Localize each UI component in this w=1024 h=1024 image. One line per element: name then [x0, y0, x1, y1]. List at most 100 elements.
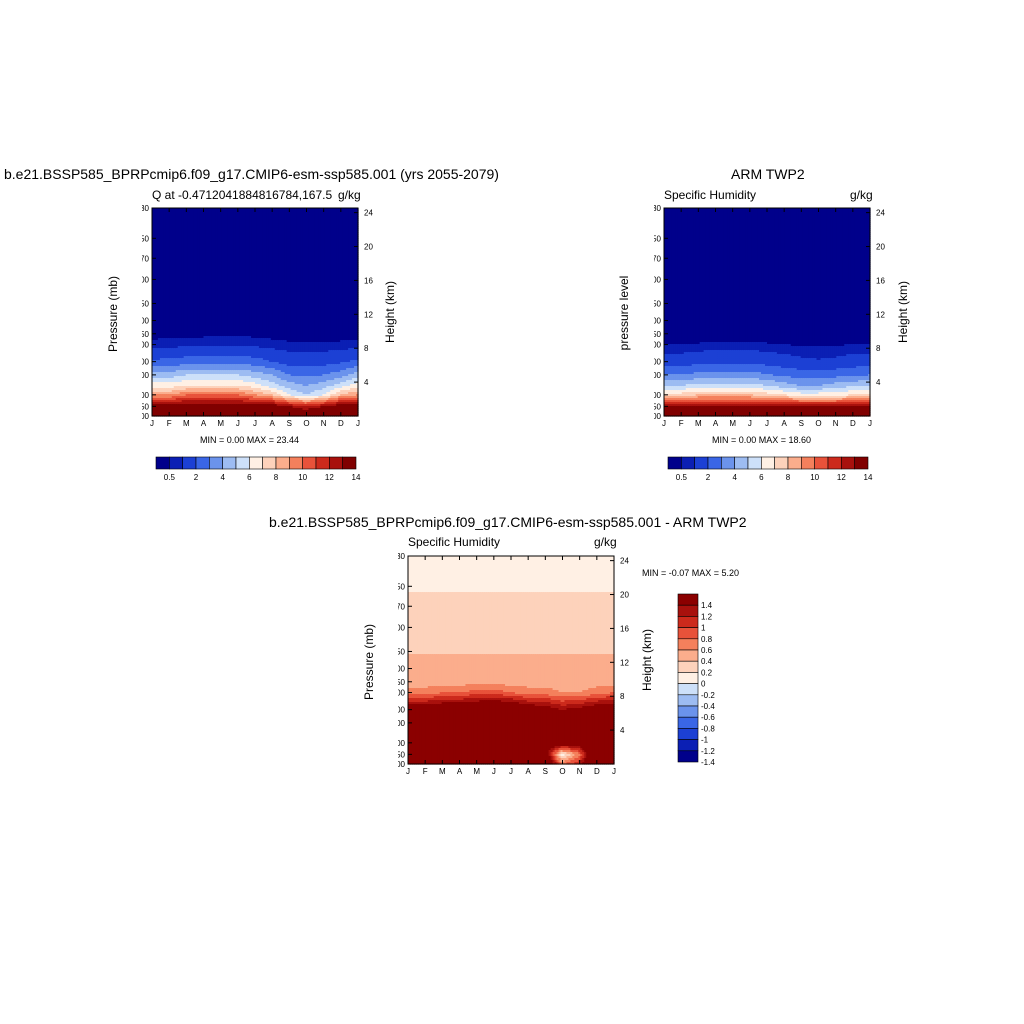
panel1-cell	[159, 308, 163, 311]
panel1-cell	[167, 352, 171, 355]
panel1-cell	[153, 316, 157, 319]
panel1-cell	[155, 308, 159, 311]
panel1-cell	[165, 372, 169, 375]
panel1-cell	[161, 288, 165, 291]
panel1-cell	[152, 354, 155, 357]
panel1-cell	[159, 268, 163, 271]
panel1-cell	[167, 216, 171, 219]
panel1-cell	[155, 234, 159, 237]
panel1-cell	[167, 364, 171, 367]
panel1-cell	[155, 212, 159, 215]
panel1-cell	[165, 330, 169, 333]
panel1-cell	[173, 312, 177, 315]
panel1-cell	[169, 312, 173, 315]
panel1-cell	[163, 234, 167, 237]
panel1-cell	[159, 368, 163, 371]
panel1-cell	[152, 334, 155, 337]
panel1-cell	[153, 376, 157, 379]
panel1-cell	[169, 404, 173, 407]
panel1-cell	[163, 388, 167, 391]
panel1-cell	[153, 254, 157, 257]
panel1-cell	[175, 222, 179, 225]
panel1-cell	[155, 280, 159, 283]
panel1-cell	[161, 310, 165, 313]
panel1-cell	[171, 402, 175, 405]
panel1-cell	[171, 208, 175, 211]
panel1-cell	[153, 312, 157, 315]
panel1-cell	[179, 276, 183, 279]
panel1-cell	[152, 362, 155, 365]
panel1-cell	[169, 314, 173, 317]
panel1-cell	[163, 282, 167, 285]
panel1-cell	[159, 260, 163, 263]
panel1-cell	[173, 348, 177, 351]
panel1-cell	[157, 314, 161, 317]
panel1-cell	[153, 322, 157, 325]
panel1-cell	[153, 368, 157, 371]
panel1-cell	[159, 398, 163, 401]
panel1-cell	[177, 392, 181, 395]
panel1-cell	[161, 244, 165, 247]
panel1-cell	[157, 330, 161, 333]
panel1-cell	[167, 230, 171, 233]
panel1-cell	[167, 296, 171, 299]
panel1-cell	[161, 392, 165, 395]
panel1-cell	[175, 278, 179, 281]
panel1-cell	[163, 390, 167, 393]
panel1-cell	[159, 344, 163, 347]
panel1-cell	[177, 384, 181, 387]
panel1-cell	[163, 250, 167, 253]
panel1-cell	[167, 270, 171, 273]
panel1-cell	[157, 354, 161, 357]
panel1-cell	[153, 304, 157, 307]
panel1-cell	[161, 412, 165, 415]
panel1-cell	[155, 266, 159, 269]
panel1-cell	[175, 226, 179, 229]
panel1-cell	[159, 254, 163, 257]
panel1-cell	[179, 212, 183, 215]
panel1-cell	[153, 400, 157, 403]
panel1-cell	[153, 328, 157, 331]
panel1-cell	[175, 284, 179, 287]
panel1-cell	[169, 278, 173, 281]
panel1-cell	[167, 318, 171, 321]
panel1-cell	[175, 256, 179, 259]
panel1-cell	[169, 326, 173, 329]
panel1-cell	[153, 252, 157, 255]
panel1-cell	[155, 352, 159, 355]
panel1-cell	[171, 318, 175, 321]
panel1-cell	[173, 320, 177, 323]
panel1-cell	[163, 290, 167, 293]
panel1-cell	[173, 240, 177, 243]
panel1-cell	[177, 342, 181, 345]
panel1-cell	[171, 306, 175, 309]
panel1-cell	[157, 358, 161, 361]
panel1-cell	[171, 394, 175, 397]
panel1-cell	[177, 354, 181, 357]
panel1-cell	[163, 208, 167, 211]
panel1-cell	[169, 288, 173, 291]
panel1-cell	[179, 272, 183, 275]
panel1-cell	[169, 264, 173, 267]
panel1-cell	[163, 332, 167, 335]
panel1-cell	[167, 320, 171, 323]
panel1-cell	[153, 256, 157, 259]
panel1-plot: JFMAMJJASONDJ305070100150200250300400500…	[142, 200, 402, 440]
panel1-cell	[152, 318, 155, 321]
panel1-cell	[173, 360, 177, 363]
panel1-cell	[171, 366, 175, 369]
panel1-cell	[169, 276, 173, 279]
panel1-cell	[171, 294, 175, 297]
panel1-cell	[155, 388, 159, 391]
panel1-cell	[165, 332, 169, 335]
panel1-cell	[165, 240, 169, 243]
panel1-cell	[161, 374, 165, 377]
panel1-cell	[155, 282, 159, 285]
panel1-cell	[167, 394, 171, 397]
panel1-cell	[157, 312, 161, 315]
panel1-cell	[165, 362, 169, 365]
panel1-cell	[169, 274, 173, 277]
panel1-cell	[167, 272, 171, 275]
panel1-cell	[152, 288, 155, 291]
panel1-cell	[165, 282, 169, 285]
